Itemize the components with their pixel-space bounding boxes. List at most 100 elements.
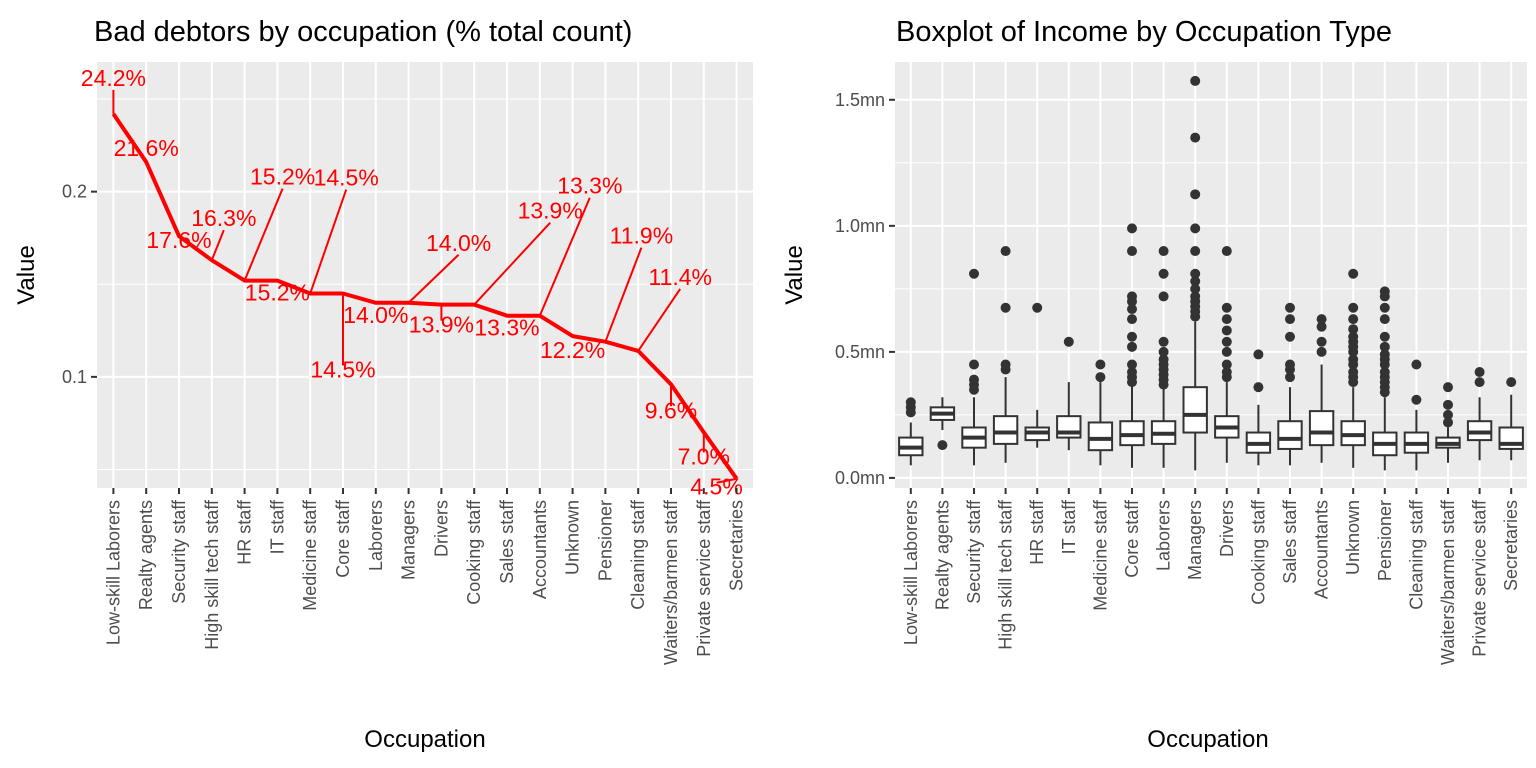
outlier-point (905, 397, 916, 408)
outlier-point (1063, 336, 1074, 347)
outlier-point (1190, 291, 1201, 302)
outlier-point (1221, 246, 1232, 257)
box-7 (1087, 359, 1114, 466)
x-axis: Low-skill Laborers Realty agents Security … (103, 488, 747, 665)
x-tick-label: Laborers (1154, 500, 1174, 571)
outlier-point (1316, 346, 1327, 357)
y-axis: 0.0mn 0.5mn 1.0mn 1.5mn (835, 90, 895, 488)
data-label: 14.5% (310, 357, 375, 383)
x-tick-label: IT staff (1059, 499, 1079, 554)
outlier-point (1032, 302, 1043, 313)
outlier-point (1127, 314, 1137, 325)
y-axis-title: Value (781, 245, 808, 305)
x-tick-label: Drivers (431, 500, 451, 557)
outlier-point (1285, 302, 1295, 313)
plot-panel (895, 62, 1527, 488)
box (1182, 386, 1208, 434)
outlier-point (1316, 336, 1327, 347)
outlier-point (1506, 377, 1517, 388)
x-tick-label: Private service staff (694, 499, 714, 657)
outlier-point (1190, 223, 1201, 234)
outlier-point (1095, 359, 1106, 370)
data-label: 16.3% (191, 205, 256, 231)
data-label: 17.6% (146, 227, 211, 253)
outlier-point (1127, 291, 1137, 302)
label-connector (210, 229, 225, 261)
x-tick-label: High skill tech staff (996, 499, 1016, 650)
outlier-point (1127, 246, 1137, 257)
x-tick-label: Security staff (169, 499, 189, 604)
outlier-point (1379, 367, 1390, 378)
x-tick-label: Unknown (563, 500, 583, 575)
box (1308, 410, 1335, 447)
box-14 (1308, 314, 1335, 463)
x-tick-label: HR staff (235, 499, 255, 565)
box-19 (1466, 367, 1493, 461)
x-tick-label: Realty agents (932, 500, 952, 610)
outlier-point (937, 440, 948, 451)
outlier-point (1158, 268, 1169, 279)
outlier-point (1158, 336, 1169, 347)
outlier-point (1221, 314, 1232, 325)
x-tick-label: Laborers (366, 500, 386, 571)
box-16 (1372, 286, 1398, 471)
outlier-point (1443, 417, 1453, 428)
series-line (111, 112, 739, 480)
x-tick-label: Cooking staff (1248, 499, 1268, 605)
label-connector (243, 188, 284, 281)
outlier-point (1158, 246, 1169, 257)
income-boxplot-chart: Boxplot of Income by Occupation Type 0.0… (781, 16, 1527, 753)
y-tick-label: 0.2 (62, 182, 87, 202)
outlier-point (1190, 283, 1201, 294)
box-13 (1277, 302, 1303, 466)
data-label: 24.2% (81, 65, 146, 91)
x-tick-label: IT staff (267, 499, 287, 554)
box-11 (1214, 246, 1240, 463)
x-axis-title: Occupation (1147, 726, 1268, 753)
outlier-point (1190, 75, 1201, 86)
outlier-point (1127, 359, 1137, 370)
x-tick-label: Drivers (1217, 500, 1237, 557)
label-connector (309, 189, 348, 294)
data-label: 14.5% (314, 165, 379, 191)
box-3 (961, 268, 987, 466)
box-8 (1119, 223, 1145, 468)
outlier-point (1411, 359, 1422, 370)
label-connector (604, 247, 643, 343)
x-tick-label: Security staff (964, 499, 984, 604)
x-tick-label: Cooking staff (464, 499, 484, 605)
outlier-point (1285, 359, 1295, 370)
box-18 (1435, 382, 1461, 463)
box-2 (929, 397, 956, 451)
outlier-point (1379, 302, 1390, 313)
outlier-point (1127, 304, 1137, 315)
data-label: 14.0% (343, 302, 408, 328)
outlier-point (1348, 367, 1359, 378)
outlier-point (1000, 359, 1011, 370)
y-axis-title: Value (13, 245, 40, 305)
box (1277, 420, 1303, 450)
x-axis: Low-skill Laborers Realty agents Security … (901, 488, 1521, 665)
y-tick-label: 0.1 (62, 367, 87, 387)
plot-panel (97, 62, 753, 488)
box-17 (1403, 359, 1430, 471)
data-label: 13.9% (518, 198, 583, 224)
x-tick-label: HR staff (1027, 499, 1047, 565)
outlier-point (1348, 268, 1359, 279)
x-tick-label: Core staff (1122, 499, 1142, 578)
outlier-point (1348, 354, 1359, 365)
outlier-point (1348, 314, 1359, 325)
x-tick-label: Unknown (1343, 500, 1363, 575)
outlier-point (1127, 341, 1137, 352)
outlier-point (1095, 372, 1106, 383)
outlier-point (1253, 382, 1264, 393)
outlier-point (1221, 302, 1232, 313)
data-label: 13.9% (409, 312, 474, 338)
chart-title: Boxplot of Income by Occupation Type (896, 16, 1392, 48)
outlier-point (1221, 336, 1232, 347)
box-20 (1498, 377, 1524, 461)
outlier-point (1253, 349, 1264, 360)
box-9 (1150, 246, 1177, 468)
x-tick-label: Accountants (1312, 500, 1332, 599)
